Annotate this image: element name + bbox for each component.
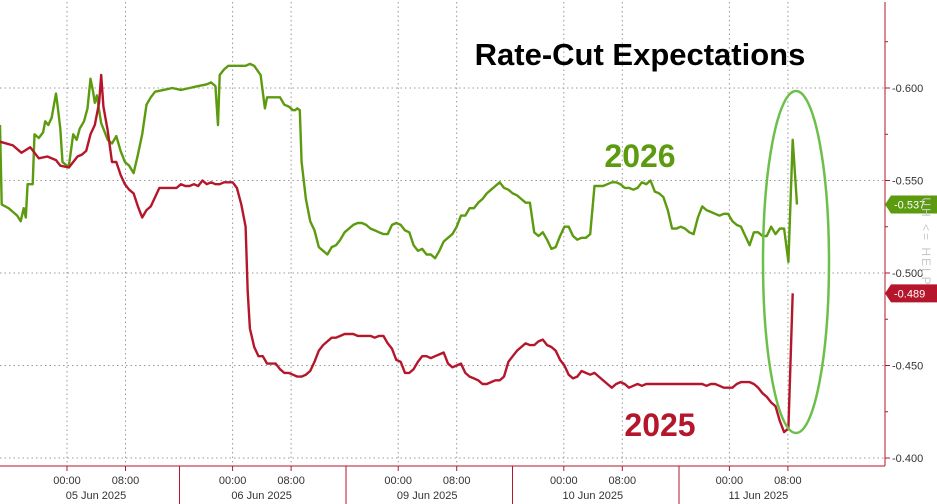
grid-layer <box>0 2 885 466</box>
x-date-label: 11 Jun 2025 <box>729 490 789 502</box>
badge-label: -0.537 <box>894 200 925 212</box>
x-tick-label: 00:00 <box>53 475 81 487</box>
x-tick-label: 00:00 <box>384 475 412 487</box>
x-date-label: 05 Jun 2025 <box>66 490 127 502</box>
series-label-2025: 2025 <box>624 407 695 443</box>
x-tick-label: 08:00 <box>277 475 305 487</box>
highlight-ellipse <box>761 89 831 435</box>
x-date-label: 10 Jun 2025 <box>563 490 624 502</box>
x-date-label: 09 Jun 2025 <box>397 490 458 502</box>
x-tick-label: 08:00 <box>609 475 637 487</box>
last-value-badge-2025: -0.489 <box>885 284 937 303</box>
y-tick-label: -0.400 <box>892 453 923 465</box>
badge-shape <box>885 284 937 303</box>
badge-label: -0.489 <box>894 288 925 300</box>
x-tick-label: 00:00 <box>716 475 744 487</box>
series-layer <box>0 62 831 435</box>
side-watermark-label: UH <= HELP <box>919 197 933 286</box>
y-tick-label: -0.550 <box>892 176 923 188</box>
last-value-badge-2026: -0.537 <box>885 195 937 214</box>
series-label-2026: 2026 <box>604 138 675 174</box>
x-tick-label: 08:00 <box>443 475 471 487</box>
badge-shape <box>885 195 937 214</box>
y-tick-label: -0.600 <box>892 83 923 95</box>
y-tick-label: -0.500 <box>892 268 923 280</box>
series-line-2026 <box>0 62 799 264</box>
series-line-2025 <box>0 73 794 434</box>
x-tick-label: 08:00 <box>774 475 802 487</box>
x-date-label: 06 Jun 2025 <box>231 490 292 502</box>
chart-title: Rate-Cut Expectations <box>475 37 806 72</box>
x-tick-label: 08:00 <box>112 475 140 487</box>
x-tick-label: 00:00 <box>219 475 247 487</box>
label-layer: Rate-Cut Expectations 2026 2025 UH <= HE… <box>475 37 933 443</box>
x-tick-label: 00:00 <box>550 475 578 487</box>
y-tick-label: -0.450 <box>892 361 923 373</box>
